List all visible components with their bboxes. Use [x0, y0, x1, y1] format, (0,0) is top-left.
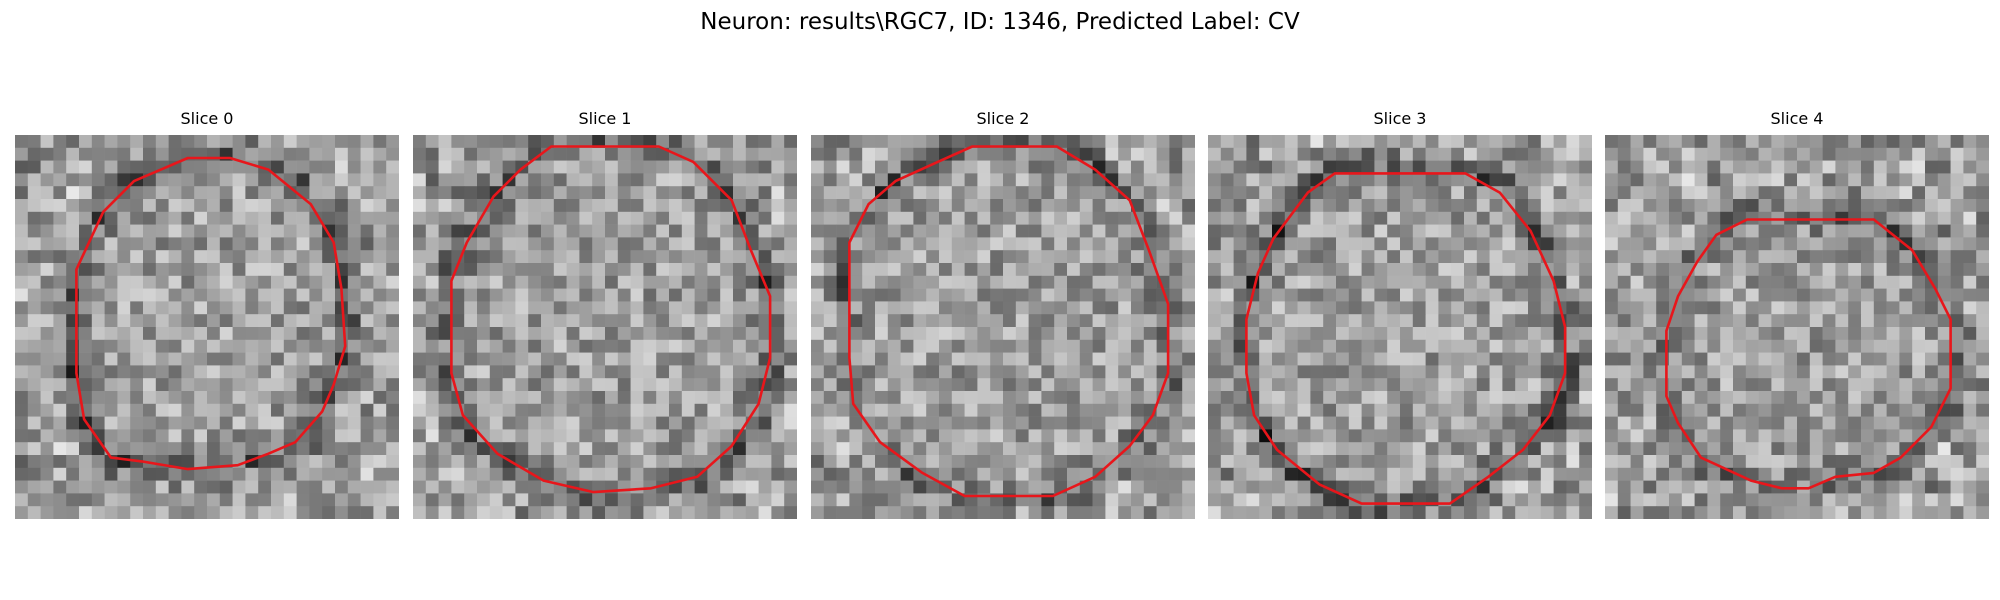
pixel-grid: [1605, 135, 1989, 519]
pixel-grid: [1208, 135, 1592, 519]
slice-title-4: Slice 4: [1770, 109, 1824, 128]
cell-contour: [450, 145, 772, 494]
slice-image-1: [413, 135, 797, 519]
slice-title-0: Slice 0: [180, 109, 234, 128]
slice-image-2: [811, 135, 1195, 519]
slice-image-0: [15, 135, 399, 519]
slice-title-3: Slice 3: [1373, 109, 1427, 128]
pixel-grid: [15, 135, 399, 519]
figure-title: Neuron: results\RGC7, ID: 1346, Predicte…: [700, 9, 1300, 35]
pixel-grid: [811, 135, 1195, 519]
cell-contour: [1245, 172, 1567, 505]
slice-title-1: Slice 1: [578, 109, 632, 128]
slice-title-2: Slice 2: [976, 109, 1030, 128]
slice-image-4: [1605, 135, 1989, 519]
pixel-grid: [413, 135, 797, 519]
cell-contour: [848, 145, 1170, 498]
cell-contour: [1665, 218, 1952, 490]
slice-image-3: [1208, 135, 1592, 519]
cell-contour: [75, 156, 347, 471]
